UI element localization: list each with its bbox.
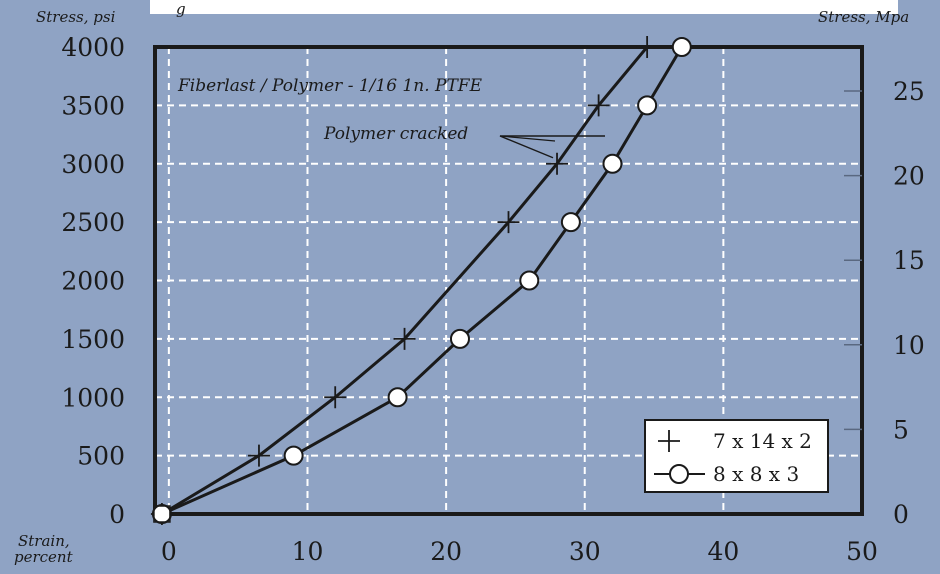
annotation-polymer-cracked: Polymer cracked	[323, 124, 468, 144]
right-y-tick-label: 0	[893, 500, 909, 529]
origin-square-marker	[153, 505, 171, 523]
top-caption-strip	[150, 0, 898, 14]
plus-marker	[393, 327, 416, 350]
left-axis-label: Stress, psi	[36, 8, 116, 26]
legend: 7 x 14 x 2 8 x 8 x 3	[644, 419, 829, 493]
right-y-tick-label: 20	[893, 162, 925, 191]
circle-marker	[637, 95, 658, 116]
x-tick-label: 30	[569, 537, 601, 566]
legend-plus-marker	[658, 430, 680, 452]
right-y-tick-label: 10	[893, 331, 925, 360]
legend-circle-marker	[654, 464, 705, 484]
right-y-tick-label: 5	[893, 415, 909, 444]
y-tick-label: 3000	[61, 150, 125, 179]
y-tick-label: 500	[77, 442, 125, 471]
circle-marker	[560, 212, 581, 233]
plus-marker	[247, 444, 270, 467]
chart-title: Fiberlast / Polymer - 1/16 1n. PTFE	[177, 76, 483, 96]
plot-frame	[153, 45, 864, 516]
y-tick-label: 4000	[61, 33, 125, 62]
series-line-1	[161, 46, 649, 516]
right-y-tick-label: 15	[893, 246, 925, 275]
x-tick-label: 10	[292, 537, 324, 566]
right-axis-label: Stress, Mpa	[818, 8, 909, 26]
x-axis-label-line1: Strain,	[18, 532, 70, 550]
x-tick-label: 20	[430, 537, 462, 566]
y-tick-label: 1000	[61, 383, 125, 412]
circle-marker	[602, 153, 623, 174]
legend-label-series-2: 8 x 8 x 3	[713, 462, 799, 486]
plus-marker	[324, 386, 347, 409]
circle-marker	[387, 387, 408, 408]
plus-marker	[587, 94, 610, 117]
plus-marker	[546, 152, 569, 175]
circle-marker	[283, 445, 304, 466]
circle-marker	[151, 504, 172, 524]
x-tick-label: 0	[161, 537, 177, 566]
circle-marker	[449, 328, 470, 349]
y-tick-label: 2500	[61, 208, 125, 237]
y-tick-label: 0	[109, 500, 125, 529]
y-tick-label: 2000	[61, 267, 125, 296]
top-fragment-text: g	[176, 0, 186, 18]
annotation-leader-branch	[499, 135, 556, 142]
circle-marker	[519, 270, 540, 291]
plus-marker	[497, 211, 520, 234]
plus-marker	[636, 36, 659, 58]
y-tick-label: 1500	[61, 325, 125, 354]
y-tick-label: 3500	[61, 91, 125, 120]
circle-marker	[671, 37, 692, 57]
legend-label-series-1: 7 x 14 x 2	[713, 429, 812, 453]
x-tick-label: 40	[707, 537, 739, 566]
x-tick-label: 50	[846, 537, 878, 566]
right-y-tick-label: 25	[893, 77, 925, 106]
x-axis-label-line2: percent	[14, 548, 74, 566]
